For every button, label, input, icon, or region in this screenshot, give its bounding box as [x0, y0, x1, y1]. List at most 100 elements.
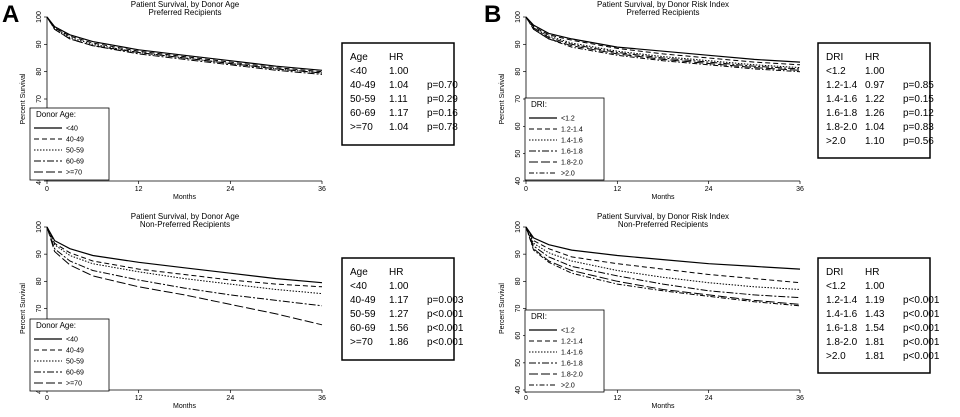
hr-p-value: p<0.001 — [903, 337, 940, 348]
legend-label: 1.8-2.0 — [561, 372, 583, 379]
y-tick-label: 90 — [36, 40, 43, 48]
x-tick-label: 24 — [226, 186, 234, 193]
legend-box — [29, 318, 110, 392]
hr-p-value: p=0.12 — [903, 108, 934, 119]
y-tick-label: 80 — [515, 277, 522, 285]
hr-value: 1.27 — [389, 309, 409, 320]
chart-subtitle: Preferred Recipients — [627, 8, 700, 17]
legend-label: 60-69 — [66, 370, 84, 377]
series-line — [46, 16, 323, 74]
hr-value: 1.04 — [865, 122, 885, 133]
y-tick-label: 40 — [515, 386, 522, 394]
hr-value: 1.00 — [865, 281, 885, 292]
y-tick-label: 70 — [36, 305, 43, 313]
x-tick-label: 0 — [524, 395, 528, 402]
legend-label: 50-59 — [66, 148, 84, 155]
hr-value: 1.26 — [865, 108, 885, 119]
legend-label: 1.8-2.0 — [561, 160, 583, 167]
series-line — [46, 226, 323, 307]
hr-value: 0.97 — [865, 80, 885, 91]
legend-label: >=70 — [66, 381, 82, 388]
hr-p-value: p=0.85 — [903, 80, 934, 91]
x-tick-label: 0 — [45, 186, 49, 193]
chart-subtitle: Non-Preferred Recipients — [618, 220, 708, 229]
y-tick-label: 90 — [36, 250, 43, 258]
hr-group-label: <1.2 — [826, 281, 846, 292]
hr-value: 1.00 — [389, 281, 409, 292]
series-line — [46, 16, 323, 74]
hr-p-value: p=0.78 — [427, 122, 458, 133]
hr-header-hr: HR — [865, 267, 879, 278]
series-line — [46, 16, 323, 71]
hr-value: 1.56 — [389, 323, 409, 334]
hr-header-hr: HR — [389, 52, 403, 63]
series-line — [525, 226, 801, 290]
legend-title: DRI: — [531, 100, 547, 109]
chart-1: Patient Survival, by Donor AgePreferred … — [20, 0, 458, 201]
chart-3: Patient Survival, by Donor AgeNon-Prefer… — [20, 212, 464, 410]
x-axis-label: Months — [652, 403, 675, 410]
legend-title: Donor Age: — [36, 321, 76, 330]
x-tick-label: 12 — [613, 186, 621, 193]
legend-box — [524, 97, 605, 181]
hr-group-label: 40-49 — [350, 80, 376, 91]
hr-group-label: 1.6-1.8 — [826, 323, 858, 334]
hr-value: 1.04 — [389, 122, 409, 133]
x-tick-label: 12 — [135, 186, 143, 193]
y-tick-label: 90 — [515, 250, 522, 258]
series-line — [46, 226, 323, 284]
panel-letter-a: A — [2, 1, 19, 28]
legend-label: 1.6-1.8 — [561, 361, 583, 368]
legend-title: DRI: — [531, 312, 547, 321]
x-tick-label: 36 — [318, 186, 326, 193]
hazard-ratio-box — [817, 42, 931, 159]
hr-group-label: 40-49 — [350, 295, 376, 306]
x-tick-label: 24 — [705, 395, 713, 402]
series-line — [525, 226, 801, 307]
hr-group-label: <40 — [350, 66, 367, 77]
hr-value: 1.00 — [865, 66, 885, 77]
series-line — [525, 226, 801, 305]
y-axis-label: Percent Survival — [499, 73, 506, 124]
hr-group-label: 1.8-2.0 — [826, 337, 858, 348]
series-line — [525, 226, 801, 284]
legend-label: 1.6-1.8 — [561, 149, 583, 156]
series-line — [525, 16, 801, 70]
y-tick-label: 80 — [36, 277, 43, 285]
x-tick-label: 12 — [135, 395, 143, 402]
hr-group-label: 60-69 — [350, 323, 376, 334]
y-tick-label: 70 — [36, 95, 43, 103]
hr-group-label: 1.4-1.6 — [826, 309, 858, 320]
hr-p-value: p=0.003 — [427, 295, 464, 306]
chart-title: Patient Survival, by Donor Risk Index — [597, 0, 729, 9]
hr-group-label: >2.0 — [826, 351, 846, 362]
hr-value: 1.17 — [389, 295, 409, 306]
chart-subtitle: Preferred Recipients — [149, 8, 222, 17]
hr-p-value: p=0.16 — [427, 108, 458, 119]
y-tick-label: 100 — [36, 221, 43, 233]
hr-group-label: >=70 — [350, 337, 373, 348]
legend-label: <1.2 — [561, 328, 575, 335]
hr-group-label: >2.0 — [826, 136, 846, 147]
y-tick-label: 50 — [515, 359, 522, 367]
legend-label: 50-59 — [66, 359, 84, 366]
series-line — [46, 226, 323, 295]
series-line — [525, 16, 801, 63]
chart-4: Patient Survival, by Donor Risk IndexNon… — [499, 212, 940, 410]
hr-value: 1.22 — [865, 94, 885, 105]
y-tick-label: 100 — [36, 11, 43, 23]
hr-value: 1.11 — [389, 94, 408, 105]
hr-p-value: p<0.001 — [427, 309, 464, 320]
hr-value: 1.19 — [865, 295, 885, 306]
legend-label: 60-69 — [66, 159, 84, 166]
chart-title: Patient Survival, by Donor Age — [131, 0, 240, 9]
y-tick-label: 40 — [515, 177, 522, 185]
series-line — [46, 226, 323, 326]
hazard-ratio-box — [341, 42, 455, 146]
hazard-ratio-box — [817, 257, 931, 374]
hr-p-value: p<0.001 — [903, 295, 940, 306]
hr-value: 1.00 — [389, 66, 409, 77]
hr-p-value: p=0.15 — [903, 94, 934, 105]
x-tick-label: 0 — [524, 186, 528, 193]
